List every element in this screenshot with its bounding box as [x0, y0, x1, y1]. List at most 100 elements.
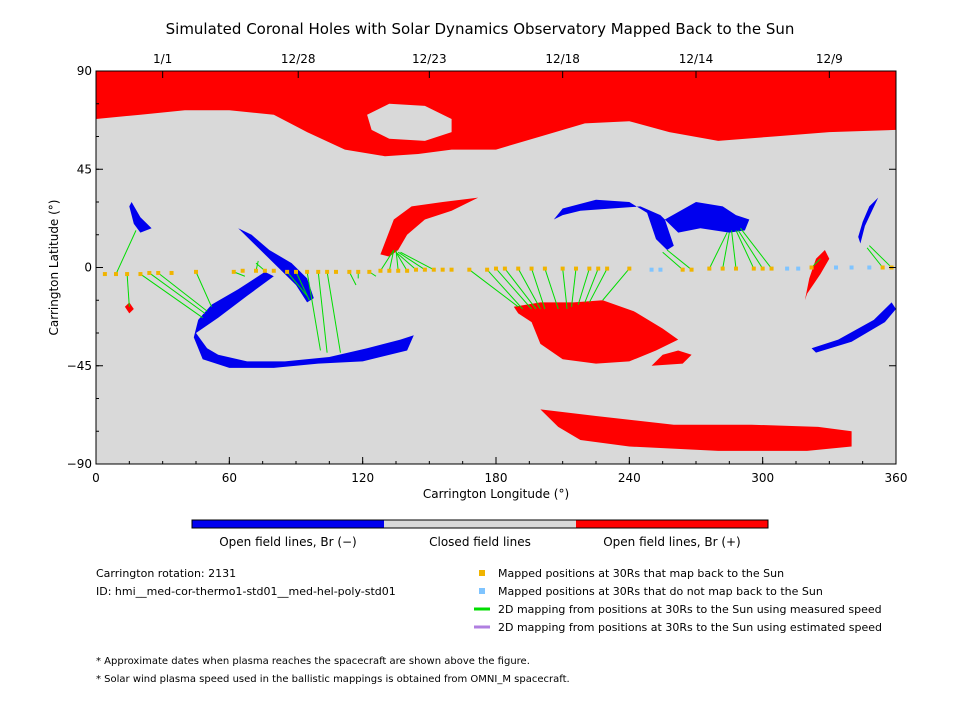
mapped-point: [751, 266, 756, 271]
x-tick-label: 240: [618, 471, 641, 485]
positive-hole-fragment: [651, 350, 692, 366]
mapping-line-measured: [380, 249, 395, 272]
negative-hole-small-west: [129, 202, 152, 233]
mapped-point: [760, 266, 765, 271]
mapping-line-measured: [149, 272, 206, 314]
legend-label-mapped: Mapped positions at 30Rs that map back t…: [498, 567, 785, 580]
mapping-line-measured: [662, 251, 683, 271]
mapping-line-measured: [486, 269, 524, 310]
mapped-point: [378, 268, 383, 273]
mapping-line-measured: [517, 268, 541, 310]
positive-hole-small: [124, 302, 134, 314]
mapped-point: [707, 266, 712, 271]
mapping-line-measured: [195, 271, 213, 308]
legend-label-unmapped: Mapped positions at 30Rs that do not map…: [498, 585, 823, 598]
mapping-line-measured: [722, 232, 730, 269]
unmapped-point: [649, 267, 654, 272]
colorbar-segment: [384, 520, 576, 528]
unmapped-point: [867, 265, 872, 270]
mapped-point: [734, 266, 738, 271]
x-tick-label: 300: [751, 471, 774, 485]
unmapped-point: [849, 265, 854, 270]
mapped-point: [367, 269, 372, 274]
unmapped-point: [785, 266, 790, 271]
mapping-line-measured: [395, 251, 417, 271]
mapped-point: [542, 266, 547, 271]
y-tick-label: 0: [84, 261, 92, 275]
positive-hole-narrow: [804, 250, 830, 301]
colorbar-frame: [191, 519, 769, 529]
mapped-point: [156, 270, 161, 275]
mapping-line-measured: [708, 232, 728, 269]
mapping-line-measured: [395, 251, 408, 272]
mapped-point: [880, 265, 885, 270]
mapped-point: [627, 266, 632, 271]
mapping-line-measured: [326, 271, 341, 353]
colorbar-label-negative: Open field lines, Br (−): [219, 535, 357, 549]
colorbar-label-closed: Closed field lines: [429, 535, 531, 549]
negative-hole-east: [858, 197, 879, 244]
y-axis-label: Carrington Latitude (°): [47, 200, 61, 336]
note-dates: * Approximate dates when plasma reaches …: [96, 656, 530, 667]
date-label: 12/9: [816, 52, 843, 66]
mapped-point: [102, 272, 107, 277]
legend-marker: [479, 570, 485, 576]
x-axis-label: Carrington Longitude (°): [423, 487, 569, 501]
colorbar-segment: [576, 520, 768, 528]
mapping-line-measured: [737, 230, 764, 269]
mapping-line-measured: [531, 268, 546, 310]
x-tick-label: 360: [885, 471, 908, 485]
mapped-point: [529, 266, 534, 271]
mapping-line-measured: [286, 271, 308, 297]
mapping-line-measured: [666, 249, 692, 271]
mapped-point: [138, 272, 143, 277]
mapped-point: [316, 269, 321, 274]
date-label: 12/14: [679, 52, 714, 66]
mapping-line-measured: [562, 268, 568, 310]
mapping-line-measured: [868, 245, 892, 268]
mapped-point: [494, 266, 498, 271]
mapped-point: [387, 268, 392, 273]
unmapped-point: [796, 266, 801, 271]
mapping-line-measured: [866, 247, 884, 268]
mapped-point: [194, 269, 198, 274]
y-tick-label: 45: [77, 162, 92, 176]
mapped-point: [422, 267, 427, 272]
negative-hole-arm: [238, 228, 314, 303]
mapped-point: [809, 265, 814, 270]
mapped-point: [587, 266, 592, 271]
x-tick-label: 120: [351, 471, 374, 485]
mapped-point: [231, 269, 236, 274]
mapped-point: [769, 266, 774, 271]
mapped-point: [502, 266, 507, 271]
mapping-line-measured: [157, 272, 208, 312]
legend-marker: [479, 588, 485, 594]
mapped-point: [689, 267, 694, 272]
mapped-point: [305, 269, 310, 274]
legend-label-estimated: 2D mapping from positions at 30Rs to the…: [498, 621, 883, 634]
south-positive-hole: [540, 409, 852, 451]
colorbar-label-positive: Open field lines, Br (+): [603, 535, 741, 549]
mapping-line-measured: [388, 249, 395, 271]
x-tick-label: 60: [222, 471, 237, 485]
mapped-point: [680, 267, 685, 272]
x-tick-label: 180: [485, 471, 508, 485]
y-tick-label: 90: [77, 64, 92, 78]
mapped-point: [254, 268, 258, 273]
date-label: 1/1: [153, 52, 172, 66]
mapped-point: [440, 267, 445, 272]
mapped-point: [431, 267, 436, 272]
mapping-line-measured: [397, 251, 426, 271]
mapped-point: [240, 268, 245, 273]
mapping-line-measured: [602, 268, 630, 301]
mapping-line-measured: [115, 230, 137, 275]
mapped-point: [169, 270, 174, 275]
unmapped-point: [834, 265, 838, 270]
mapping-line-measured: [126, 274, 130, 307]
mapping-line-measured: [140, 273, 203, 319]
mapped-point: [285, 269, 290, 274]
closed-field-island-north: [367, 103, 452, 141]
model-id: ID: hmi__med-cor-thermo1-std01__med-hel-…: [96, 585, 396, 598]
mapped-point: [467, 267, 472, 272]
mapped-point: [114, 272, 118, 277]
